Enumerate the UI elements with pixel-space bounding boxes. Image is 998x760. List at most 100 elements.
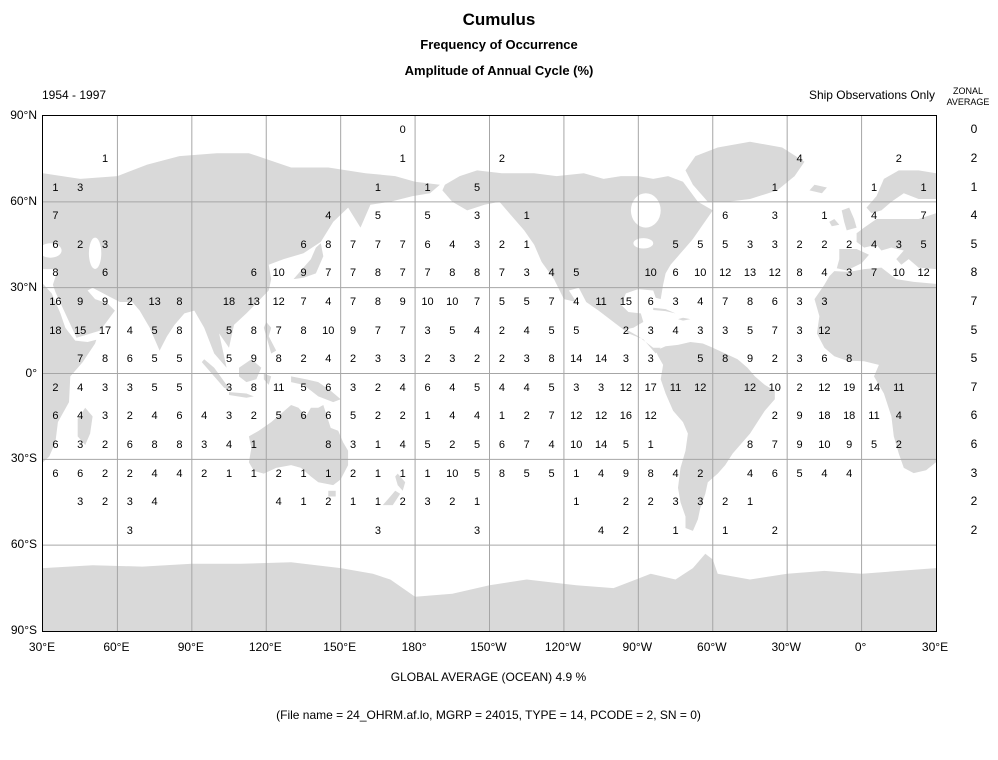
grid-value: 3 xyxy=(895,238,902,251)
grid-value: 2 xyxy=(52,381,59,394)
grid-value: 6 xyxy=(300,410,307,423)
grid-value: 10 xyxy=(818,439,831,451)
grid-value: 3 xyxy=(796,353,803,366)
grid-value: 8 xyxy=(325,238,332,251)
grid-value: 2 xyxy=(449,496,456,509)
grid-value: 3 xyxy=(746,238,754,251)
grid-value: 6 xyxy=(52,238,59,251)
grid-value: 1 xyxy=(722,524,729,537)
grid-value: 1 xyxy=(399,467,406,480)
landmass-greenland xyxy=(685,141,805,202)
x-axis-label: 60°W xyxy=(697,640,727,654)
grid-value: 2 xyxy=(474,353,481,366)
grid-value: 1 xyxy=(474,496,481,509)
grid-value: 6 xyxy=(176,410,183,423)
grid-value: 13 xyxy=(743,267,757,280)
grid-value: 4 xyxy=(498,381,505,394)
grid-value: 5 xyxy=(374,210,381,223)
grid-value: 7 xyxy=(77,353,84,366)
grid-value: 2 xyxy=(697,467,704,480)
grid-value: 1 xyxy=(350,496,357,509)
grid-value: 2 xyxy=(796,381,803,394)
landmass-africa-west xyxy=(814,267,936,474)
grid-value: 8 xyxy=(176,296,183,308)
grid-value: 5 xyxy=(225,324,233,337)
grid-value: 1 xyxy=(498,410,505,423)
period-label: 1954 - 1997 xyxy=(42,88,107,102)
grid-value: 7 xyxy=(350,267,357,280)
grid-value: 8 xyxy=(746,296,754,308)
grid-value: 5 xyxy=(151,324,158,337)
grid-value: 1 xyxy=(821,210,828,223)
grid-value: 7 xyxy=(399,238,406,251)
grid-value: 3 xyxy=(126,496,133,509)
world-map-svg xyxy=(43,116,936,631)
grid-value: 2 xyxy=(821,238,828,251)
island-sulawesi xyxy=(263,373,272,385)
grid-value: 4 xyxy=(325,296,332,308)
grid-value: 4 xyxy=(225,439,233,451)
grid-value: 3 xyxy=(101,381,109,394)
y-axis-label: 30°N xyxy=(10,279,37,294)
grid-value: 2 xyxy=(498,152,505,165)
grid-value: 3 xyxy=(77,496,84,509)
grid-value: 4 xyxy=(598,524,605,537)
island-ireland xyxy=(829,219,840,227)
grid-value: 10 xyxy=(694,267,707,280)
grid-value: 2 xyxy=(498,238,505,251)
grid-value: 5 xyxy=(573,267,580,280)
x-axis-label: 30°E xyxy=(921,640,949,654)
grid-value: 8 xyxy=(796,267,803,280)
grid-value: 4 xyxy=(672,324,679,337)
grid-value: 2 xyxy=(300,353,307,366)
grid-value: 9 xyxy=(622,467,629,480)
grid-value: 11 xyxy=(669,381,682,394)
x-axis-label: 90°E xyxy=(177,640,204,654)
grid-value: 3 xyxy=(771,210,778,223)
grid-value: 8 xyxy=(325,439,332,451)
grid-value: 12 xyxy=(818,324,831,337)
grid-value: 1 xyxy=(647,439,654,451)
grid-value: 3 xyxy=(350,381,357,394)
grid-value: 8 xyxy=(176,439,183,451)
grid-value: 4 xyxy=(449,410,456,423)
grid-value: 6 xyxy=(325,381,332,394)
sea-black xyxy=(43,243,62,258)
grid-value: 15 xyxy=(74,324,87,337)
grid-value: 10 xyxy=(272,267,285,280)
grid-value: 3 xyxy=(399,353,406,366)
source-label: Ship Observations Only xyxy=(808,88,935,102)
grid-value: 4 xyxy=(523,381,530,394)
grid-value: 3 xyxy=(771,238,778,251)
grid-value: 3 xyxy=(474,238,481,251)
grid-value: 12 xyxy=(917,267,930,280)
grid-value: 2 xyxy=(101,496,109,509)
grid-value: 6 xyxy=(325,410,332,423)
grid-value: 14 xyxy=(570,353,583,366)
zonal-average-value: 3 xyxy=(970,465,978,480)
x-axis-label: 30°W xyxy=(771,640,801,654)
grid-value: 16 xyxy=(619,410,633,423)
grid-value: 5 xyxy=(424,439,431,451)
grid-value: 4 xyxy=(325,210,332,223)
grid-value: 4 xyxy=(672,467,679,480)
grid-value: 10 xyxy=(570,439,583,451)
x-axis-label: 180° xyxy=(401,640,427,654)
zonal-average-value: 1 xyxy=(970,179,978,194)
grid-value: 3 xyxy=(796,296,803,308)
zonal-average-value: 4 xyxy=(970,208,978,223)
grid-value: 2 xyxy=(350,353,357,366)
grid-value: 5 xyxy=(474,381,481,394)
grid-value: 8 xyxy=(846,353,853,366)
grid-value: 4 xyxy=(870,210,878,223)
grid-value: 7 xyxy=(498,267,505,280)
sea-caspian xyxy=(88,237,102,269)
grid-value: 11 xyxy=(893,381,905,394)
grid-value: 1 xyxy=(374,496,381,509)
grid-value: 4 xyxy=(846,467,853,480)
grid-value: 6 xyxy=(424,381,431,394)
grid-value: 3 xyxy=(622,353,629,366)
subtitle-amplitude: Amplitude of Annual Cycle (%) xyxy=(404,63,594,78)
grid-value: 8 xyxy=(746,439,754,451)
grid-value: 2 xyxy=(101,467,109,480)
